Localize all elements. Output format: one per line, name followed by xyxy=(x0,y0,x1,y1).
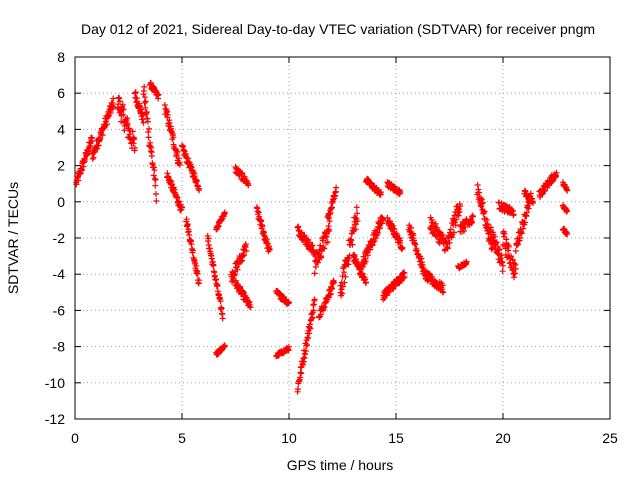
y-tick-label: -8 xyxy=(53,339,66,355)
x-tick-label: 20 xyxy=(495,430,511,446)
y-tick-label: -4 xyxy=(53,266,66,282)
chart-title: Day 012 of 2021, Sidereal Day-to-day VTE… xyxy=(81,21,595,37)
x-tick-label: 25 xyxy=(602,430,618,446)
x-tick-label: 5 xyxy=(178,430,186,446)
y-tick-label: -2 xyxy=(53,230,66,246)
x-axis-label: GPS time / hours xyxy=(287,457,394,473)
y-tick-label: -10 xyxy=(45,375,65,391)
y-axis-label: SDTVAR / TECUs xyxy=(5,182,21,294)
data-points xyxy=(73,79,571,395)
x-tick-label: 15 xyxy=(388,430,404,446)
y-tick-label: 8 xyxy=(57,49,65,65)
y-tick-label: -6 xyxy=(53,302,66,318)
y-tick-label: 4 xyxy=(57,121,65,137)
x-tick-label: 10 xyxy=(281,430,297,446)
x-tick-label: 0 xyxy=(71,430,79,446)
y-tick-label: 2 xyxy=(57,158,65,174)
x-tick-labels: 0 5 10 15 20 25 xyxy=(71,430,618,446)
y-tick-label: -12 xyxy=(45,411,65,427)
sdtvar-points xyxy=(73,79,571,395)
axes xyxy=(74,56,611,420)
y-tick-labels: -12 -10 -8 -6 -4 -2 0 2 4 6 8 xyxy=(45,49,65,427)
y-tick-label: 6 xyxy=(57,85,65,101)
y-tick-label: 0 xyxy=(57,194,65,210)
